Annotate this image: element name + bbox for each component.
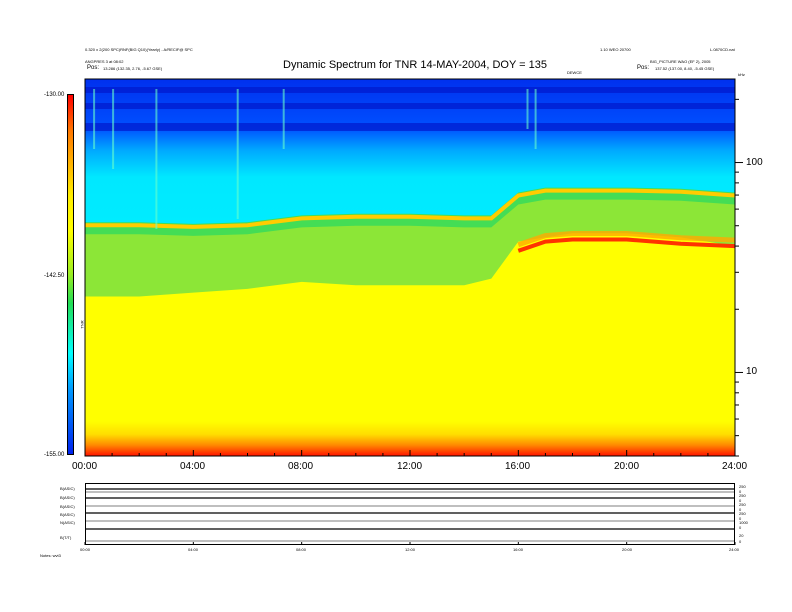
lower-x-tick-label: 04:00 <box>188 547 199 552</box>
x-tick-label: 16:00 <box>505 461 531 472</box>
x-tick-label: 00:00 <box>72 461 98 472</box>
lower-panel-right-label: 0 <box>739 539 742 544</box>
header-right-line1b: L.0870CD.nat <box>710 47 735 52</box>
header-left-line1: 0.320 x 2(200 SPC)RNF(BIG Q10)(Yearly) -… <box>85 47 193 52</box>
lower-panel-right-label: 250 <box>739 502 746 507</box>
x-tick-label: 08:00 <box>288 461 314 472</box>
lower-panel-footer: Notes: wvt3 <box>40 553 61 558</box>
x-tick-label: 24:00 <box>722 461 748 472</box>
spec-top-band <box>85 103 735 109</box>
colorbar-top-label: -130.00 <box>44 92 65 98</box>
lower-panel-right-label: 0 <box>739 489 742 494</box>
lower-panel-right-label: 250 <box>739 493 746 498</box>
header-left-line2: ANGPRES 3 at 08:02 <box>85 59 124 64</box>
lower-panel-right-label: 20 <box>739 533 744 538</box>
spec-red-line <box>517 237 735 253</box>
colorbar-bottom-label: -155.00 <box>44 452 65 458</box>
lower-panel-right-label: 1000 <box>739 520 748 525</box>
spec-top-band <box>85 87 735 93</box>
x-tick-label: 12:00 <box>397 461 423 472</box>
lower-x-tick-label: 12:00 <box>405 547 416 552</box>
lower-panel-label: B(ASIC) <box>60 486 75 491</box>
spec-streak <box>93 89 96 149</box>
spec-orange-line <box>517 231 735 248</box>
x-tick-label: 20:00 <box>614 461 640 472</box>
lower-panel-label: B(ASIC) <box>60 495 75 500</box>
lower-panel-label: N(ASIC) <box>60 520 75 525</box>
header-right-pos-value: 137.52 (137.00, 8.40, -5.45 GSE) <box>655 66 715 71</box>
lower-panel-label: B(T/T) <box>60 535 72 540</box>
header-left-pos-label: Pos: <box>87 65 100 71</box>
lower-x-tick-label: 08:00 <box>296 547 307 552</box>
header-left-pos-value: 13.286 (132.35, 2.76, -5.67 GSE) <box>103 66 163 71</box>
lower-panel-right-label: 0 <box>739 516 742 521</box>
colorbar <box>67 94 74 455</box>
header-right-line1: 1.10 WEO 20700 <box>600 47 631 52</box>
lower-x-tick-label: 24:00 <box>729 547 740 552</box>
lower-x-tick-label: 16:00 <box>513 547 524 552</box>
spectrogram <box>85 79 735 456</box>
lower-x-tick-label: 00:00 <box>80 547 91 552</box>
y-unit-label: kHz <box>738 72 745 77</box>
y-tick-label: 100 <box>746 157 763 168</box>
lower-panel-right-label: 0 <box>739 507 742 512</box>
spectrogram-svg <box>85 79 735 456</box>
spec-edge-line <box>85 188 735 229</box>
lower-panel-right-label: 250 <box>739 484 746 489</box>
lower-panel-right-label: 0 <box>739 525 742 530</box>
spec-streak <box>282 89 285 149</box>
spec-streak <box>155 89 158 229</box>
spec-streak <box>112 89 115 169</box>
lower-panel-right-label: 250 <box>739 511 746 516</box>
lower-panel-right-label: 0 <box>739 498 742 503</box>
spec-streak <box>534 89 537 149</box>
lower-panel-label: B(ASIC) <box>60 504 75 509</box>
spec-top-band <box>85 123 735 131</box>
header-right-line2: BIG_PICTURE WAO (EF 2), 2005 <box>650 59 711 64</box>
spec-streak <box>236 89 239 219</box>
spec-streak <box>526 89 529 129</box>
header-right-pos-label: Pos: <box>637 65 650 71</box>
chart-title: Dynamic Spectrum for TNR 14-MAY-2004, DO… <box>283 59 548 71</box>
lower-panel-label: B(ASIC) <box>60 512 75 517</box>
spec-low-band <box>85 379 735 456</box>
lower-x-tick-label: 20:00 <box>622 547 633 552</box>
header-center-small: DEWCE <box>567 70 582 75</box>
y-tick-label: 10 <box>746 366 758 377</box>
colorbar-mid-label: -142.50 <box>44 273 65 279</box>
x-tick-label: 04:00 <box>180 461 206 472</box>
